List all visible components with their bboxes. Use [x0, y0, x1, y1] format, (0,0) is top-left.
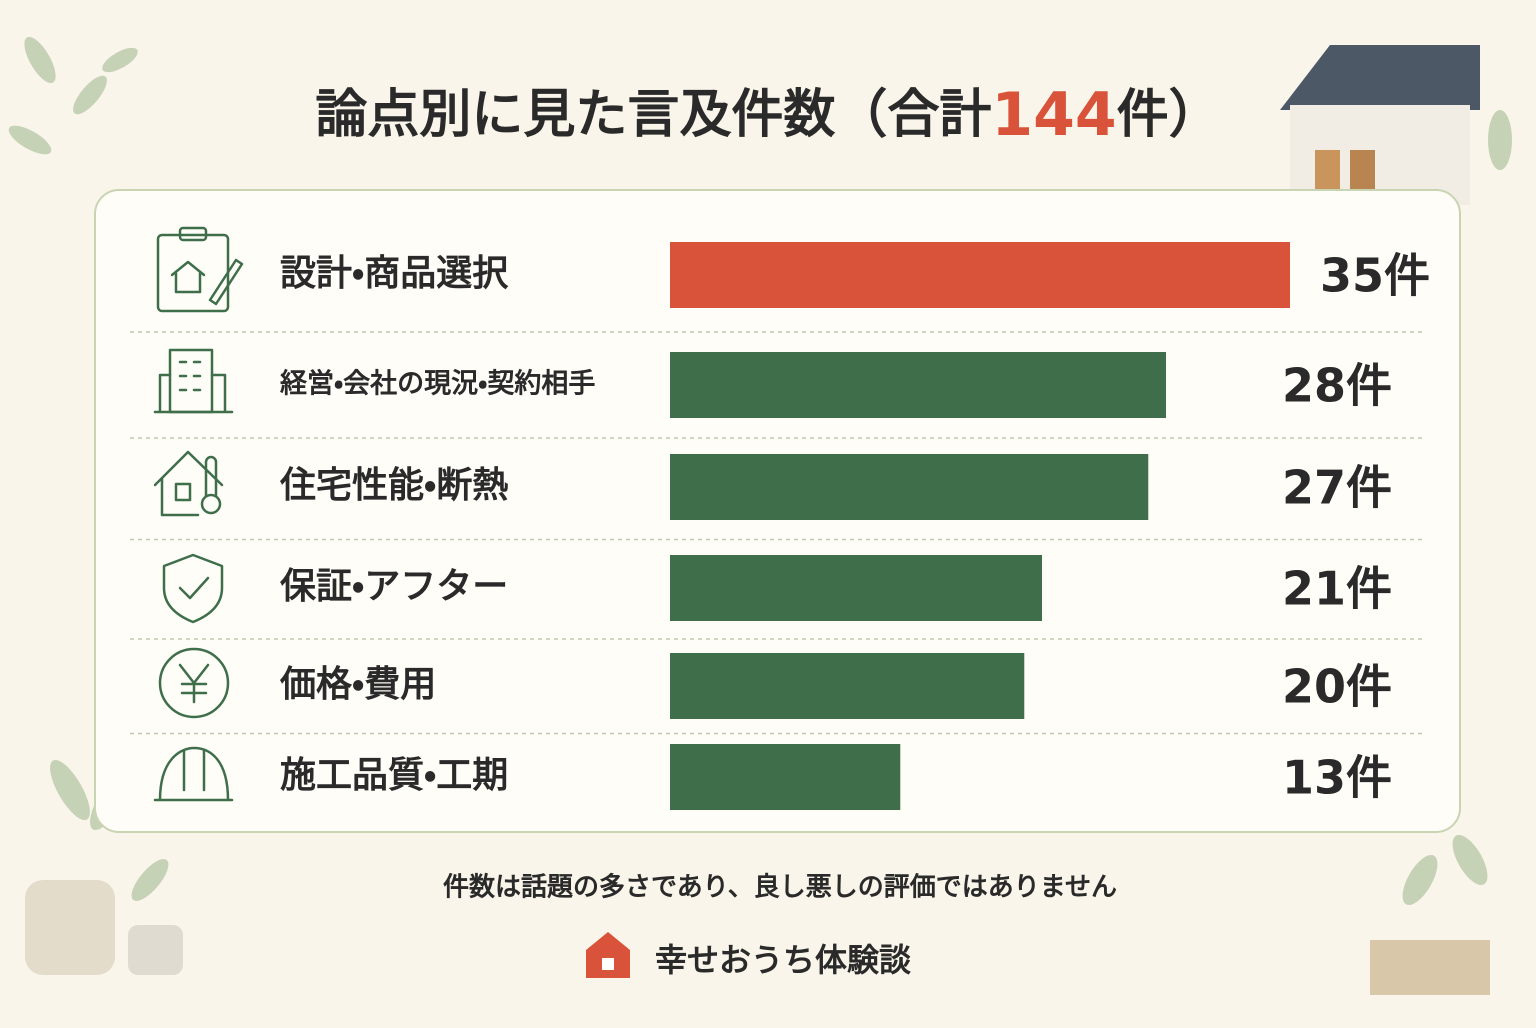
brand: 幸せおうち体験談 [655, 941, 911, 979]
category-label: 住宅性能・断熱 [279, 465, 508, 506]
title-part: 論点別に見た言及件数（合計 [315, 85, 991, 145]
title: 論点別に見た言及件数（合計144件） [315, 80, 1220, 150]
brand-icon-window [602, 958, 614, 970]
category-label: 保証・アフター [280, 566, 508, 607]
bar [670, 242, 1290, 308]
bar [670, 555, 1042, 621]
bar [670, 454, 1149, 520]
value-label: 35件 [1320, 249, 1430, 303]
icon [158, 647, 230, 719]
value-label: 27件 [1282, 461, 1392, 515]
icon [153, 450, 224, 517]
icon [153, 746, 234, 802]
bar [670, 352, 1166, 418]
brand-icon [586, 932, 630, 978]
decoration [25, 45, 1490, 995]
title-part: 144 [991, 80, 1116, 150]
category-label: 設計・商品選択 [280, 253, 509, 294]
value-label: 20件 [1282, 660, 1392, 714]
category-label: 経営・会社の現況・契約相手 [280, 368, 595, 400]
category-label: 価格・費用 [279, 664, 436, 705]
icon [153, 348, 234, 414]
value-label: 21件 [1282, 562, 1392, 616]
title-part: 件） [1117, 85, 1221, 145]
bar [670, 653, 1025, 719]
bar [670, 744, 901, 810]
note: 件数は話題の多さであり、良し悪しの評価ではありません [443, 873, 1117, 903]
chart-title: 論点別に見た言及件数（合計144件） [315, 80, 1220, 150]
category-label: 施工品質・工期 [280, 755, 508, 796]
icon [162, 553, 224, 624]
value-label: 13件 [1282, 751, 1392, 805]
icon [156, 226, 244, 313]
value-label: 28件 [1282, 359, 1392, 413]
